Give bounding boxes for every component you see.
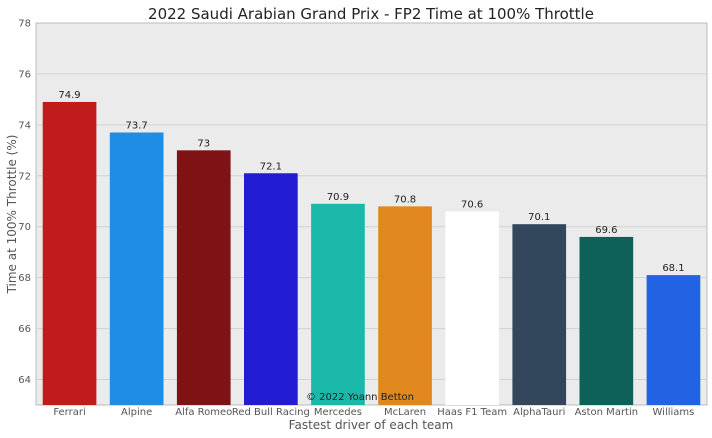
x-axis-ticks: Ferrari Alpine Alfa Romeo Red Bull Racing Me…: [53, 407, 694, 418]
x-tick-label: Haas F1 Team: [437, 407, 507, 418]
value-label: 69.6: [595, 225, 617, 236]
bar: [445, 211, 499, 405]
value-label: 73: [197, 138, 210, 149]
bar: [42, 101, 97, 406]
value-label: 70.8: [394, 194, 416, 205]
y-axis-ticks: 64 66 68 70 72 74 76 78: [18, 19, 31, 387]
value-label: 74.9: [58, 90, 80, 101]
bar: [646, 275, 701, 405]
y-tick-label: 66: [18, 324, 31, 335]
y-tick-label: 70: [18, 222, 31, 233]
bar: [109, 132, 164, 406]
chart-title: 2022 Saudi Arabian Grand Prix - FP2 Time…: [148, 5, 594, 23]
y-tick-label: 72: [18, 171, 31, 182]
bar: [311, 203, 365, 405]
y-tick-label: 64: [18, 375, 31, 386]
bar: [512, 224, 567, 405]
bar: [579, 236, 634, 405]
value-label: 73.7: [126, 121, 148, 132]
y-axis-label: Time at 100% Throttle (%): [5, 135, 19, 295]
x-tick-label: Mercedes: [314, 407, 362, 418]
value-label: 70.1: [528, 212, 550, 223]
copyright-annotation: © 2022 Yoann Betton: [306, 392, 414, 403]
bar: [244, 173, 298, 405]
x-tick-label: Williams: [653, 407, 695, 418]
x-tick-label: Alfa Romeo: [175, 407, 232, 418]
x-tick-label: AlphaTauri: [513, 407, 565, 418]
value-label: 70.6: [461, 199, 483, 210]
x-tick-label: Aston Martin: [575, 407, 639, 418]
x-tick-label: Red Bull Racing: [232, 407, 310, 418]
bar: [378, 206, 432, 405]
bar: [176, 150, 231, 405]
value-label: 72.1: [260, 161, 282, 172]
value-label: 70.9: [327, 192, 349, 203]
value-labels: 74.9 73.7 73 72.1 70.9 70.8 70.6 70.1 69.6 68.1: [58, 90, 684, 274]
bars: [42, 101, 701, 406]
y-tick-label: 78: [18, 19, 31, 30]
value-label: 68.1: [662, 263, 684, 274]
y-tick-label: 68: [18, 273, 31, 284]
y-tick-label: 76: [18, 69, 31, 80]
x-tick-label: Alpine: [121, 407, 152, 418]
x-tick-label: Ferrari: [53, 407, 85, 418]
y-tick-label: 74: [18, 120, 31, 131]
x-tick-label: McLaren: [384, 407, 426, 418]
x-axis-label: Fastest driver of each team: [289, 418, 454, 432]
